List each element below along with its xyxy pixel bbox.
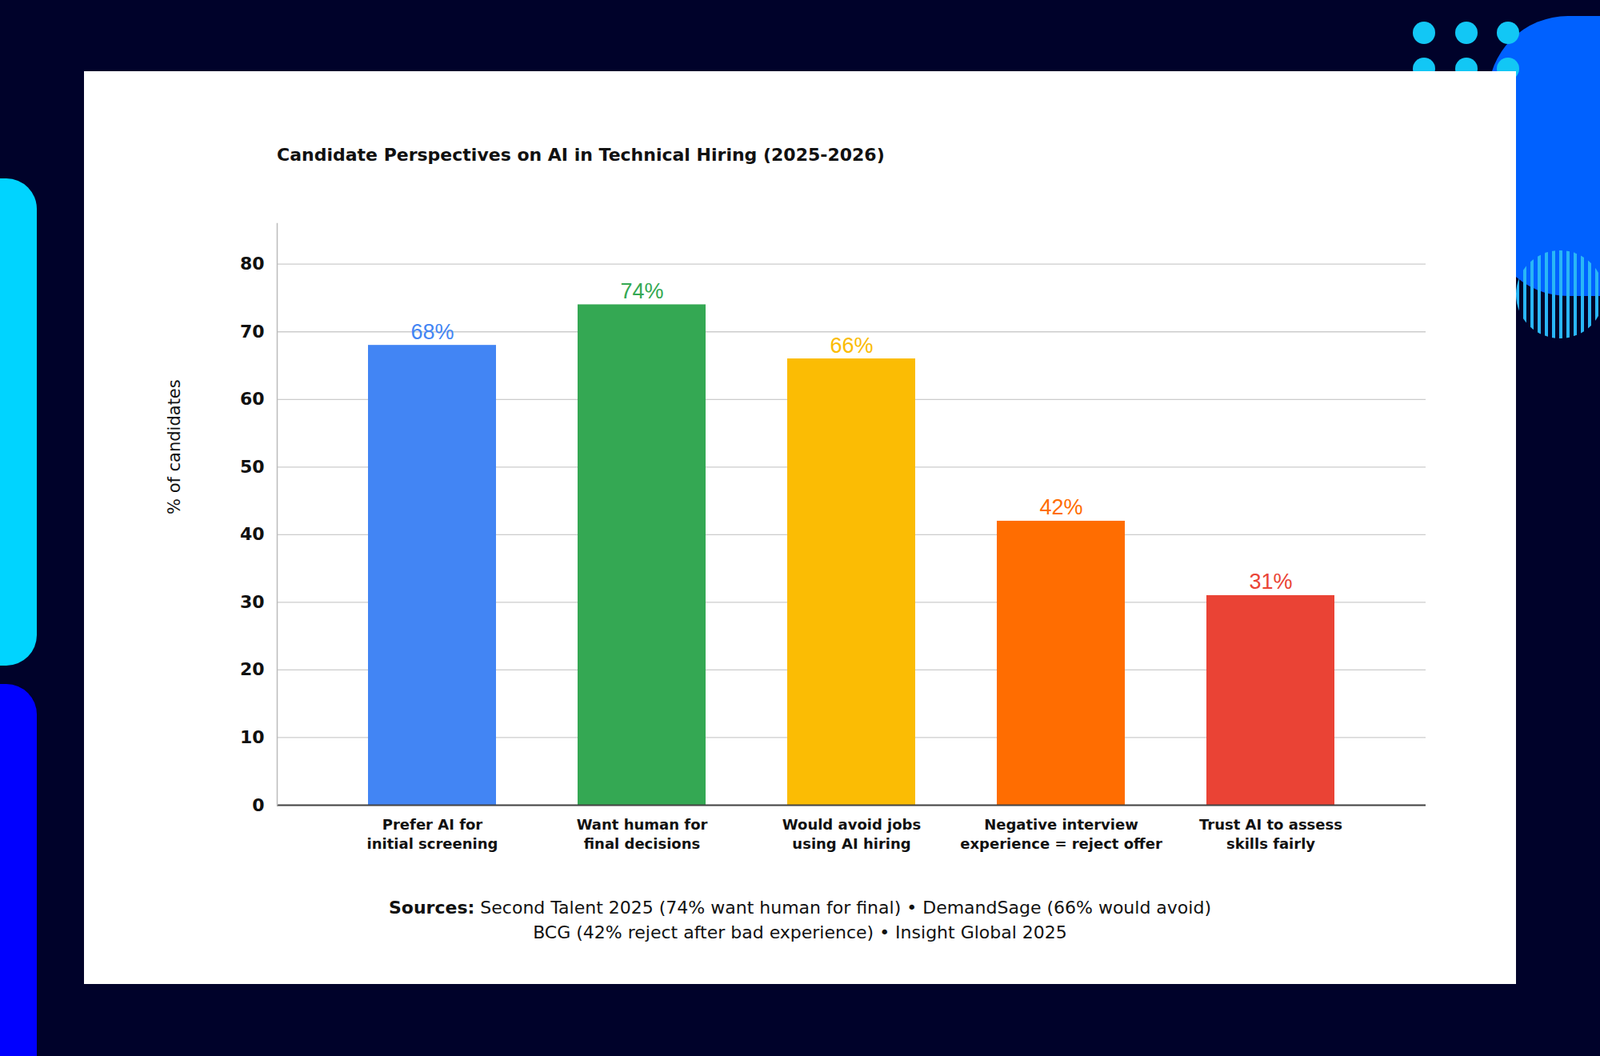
svg-text:Want human forfinal decisions: Want human forfinal decisions (576, 816, 708, 852)
svg-text:Prefer AI forinitial screening: Prefer AI forinitial screening (367, 816, 499, 852)
svg-text:31%: 31% (1248, 569, 1292, 594)
svg-text:60: 60 (240, 388, 265, 409)
svg-text:0: 0 (252, 795, 264, 816)
svg-text:66%: 66% (829, 333, 873, 358)
svg-text:70: 70 (240, 321, 265, 342)
svg-text:74%: 74% (620, 279, 664, 304)
svg-text:30: 30 (240, 592, 265, 612)
svg-text:10: 10 (240, 727, 265, 748)
svg-text:68%: 68% (410, 320, 454, 344)
svg-text:50: 50 (240, 456, 265, 477)
svg-text:40: 40 (240, 524, 265, 544)
svg-text:% of candidates: % of candidates (164, 379, 184, 515)
svg-text:80: 80 (240, 253, 265, 274)
svg-text:Trust AI to assessskills fairl: Trust AI to assessskills fairly (1199, 816, 1343, 852)
svg-text:Negative interviewexperience =: Negative interviewexperience = reject of… (960, 816, 1163, 852)
html-text:Sources: Second Talent 2025 (7: Sources: Second Talent 2025 (74% want hu… (388, 897, 1212, 918)
html-text:Candidate Perspectives on AI i: Candidate Perspectives on AI in Technica… (276, 144, 885, 165)
svg-text:42%: 42% (1039, 495, 1083, 520)
svg-text:Would avoid jobsusing AI hirin: Would avoid jobsusing AI hiring (782, 816, 921, 852)
svg-text:20: 20 (240, 659, 265, 680)
html-text:BCG (42% reject after bad expe: BCG (42% reject after bad experience) • … (532, 922, 1068, 943)
